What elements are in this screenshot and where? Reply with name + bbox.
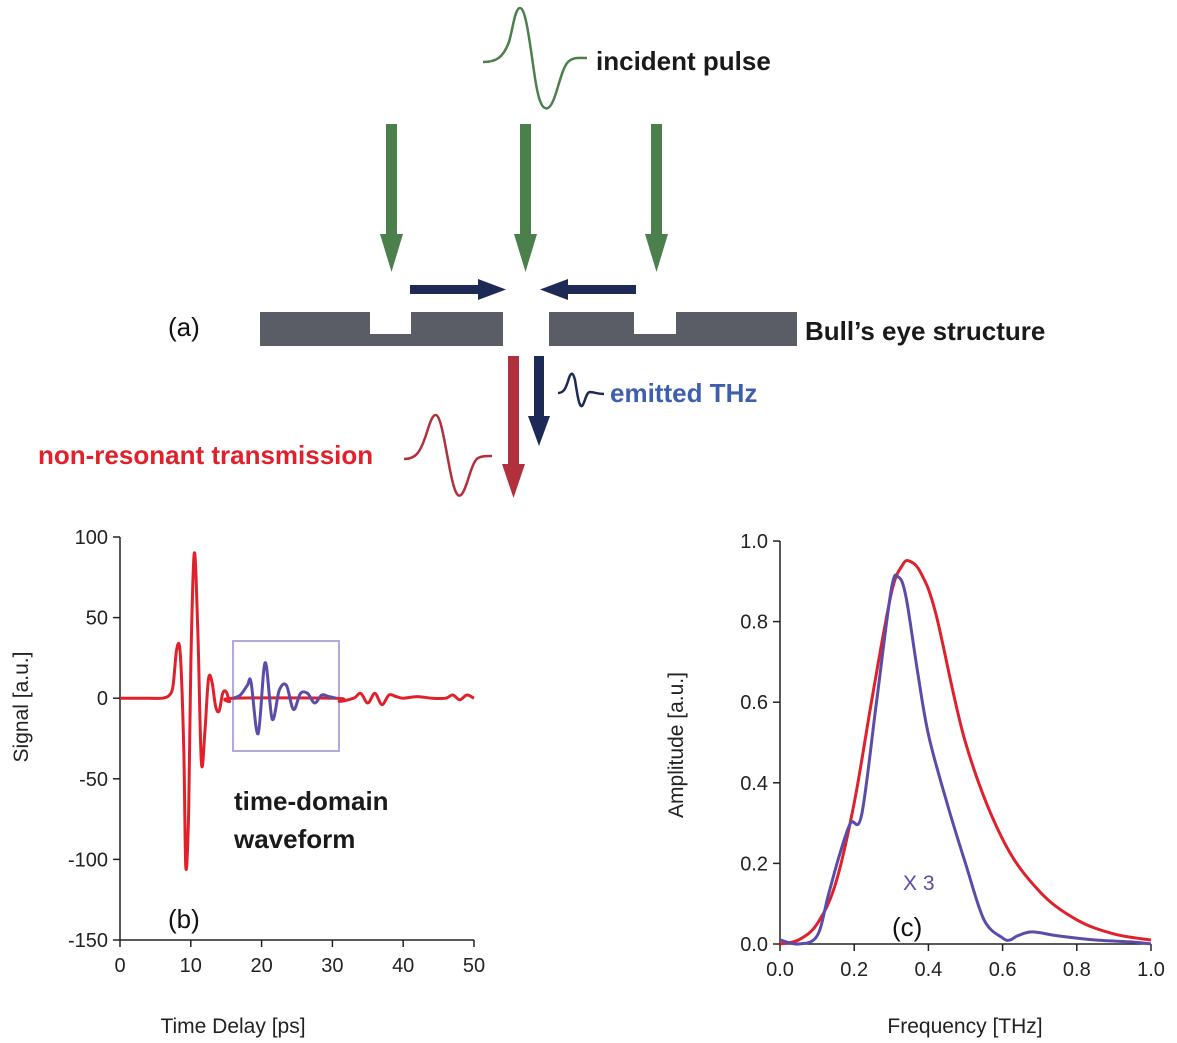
- b-axes: [119, 537, 474, 941]
- c-series-label-x3: X 3: [903, 872, 935, 895]
- b-series-line-1: [232, 661, 337, 736]
- c-y-tick-label: 0.0: [740, 934, 768, 956]
- b-x-tick-label: 50: [463, 955, 485, 977]
- nonresonant-arrow: [502, 356, 525, 498]
- b-y-tick-label: -50: [79, 769, 108, 791]
- b-series-line-0: [120, 551, 475, 871]
- c-x-tick-label: 0.6: [989, 959, 1017, 981]
- c-y-tick-label: 0.2: [740, 853, 768, 875]
- panel-label-b: (b): [168, 904, 200, 934]
- b-series: [120, 551, 475, 871]
- c-y-tick-label: 0.6: [740, 692, 768, 714]
- b-y-tick-label: 0: [97, 688, 108, 710]
- b-x-ticks: 0 10 20 30 40 50: [114, 940, 485, 977]
- c-y-axis-label: Amplitude [a.u.]: [665, 672, 688, 818]
- bulls-eye-structure: [260, 312, 797, 346]
- nonresonant-wave: [403, 413, 493, 497]
- incident-arrows: [380, 124, 668, 272]
- c-x-ticks: 0.0 0.2 0.4 0.6 0.8 1.0: [766, 944, 1165, 981]
- emitted-arrow: [528, 356, 550, 446]
- b-y-tick-label: -100: [68, 849, 108, 871]
- b-highlight-box: [232, 640, 340, 752]
- b-x-tick-label: 10: [180, 955, 202, 977]
- b-x-axis-label: Time Delay [ps]: [160, 1015, 305, 1038]
- c-y-tick-label: 1.0: [740, 531, 768, 553]
- c-series-line-1: [779, 573, 1152, 946]
- c-x-tick-label: 0.2: [840, 959, 868, 981]
- c-x-tick-label: 0.8: [1063, 959, 1091, 981]
- structure-label: Bull’s eye structure: [805, 316, 1045, 346]
- b-y-tick-label: 100: [75, 527, 108, 549]
- schematic: incident pulse (a) Bull’s eye structure: [38, 6, 1045, 498]
- emitted-wave: [557, 372, 605, 408]
- c-x-axis-label: Frequency [THz]: [887, 1015, 1042, 1038]
- b-y-tick-label: -150: [68, 930, 108, 952]
- b-y-ticks: 100 50 0 -50 -100 -150: [68, 527, 120, 952]
- surface-wave-arrows: [410, 279, 636, 300]
- panel-label-c: (c): [892, 912, 922, 942]
- c-y-ticks: 1.0 0.8 0.6 0.4 0.2 0.0: [740, 531, 780, 956]
- c-x-tick-label: 0.0: [766, 959, 794, 981]
- b-y-tick-label: 50: [86, 608, 108, 630]
- c-axes: [779, 541, 1151, 945]
- c-y-tick-label: 0.8: [740, 612, 768, 634]
- incident-pulse-label: incident pulse: [596, 46, 771, 76]
- b-x-tick-label: 30: [321, 955, 343, 977]
- c-series: [779, 558, 1152, 946]
- emitted-label: emitted THz: [610, 378, 757, 408]
- incident-pulse-wave: [482, 6, 588, 110]
- nonresonant-label: non-resonant transmission: [38, 440, 373, 470]
- b-annotation-line1: time-domain: [234, 786, 389, 816]
- panel-label-a: (a): [168, 312, 200, 342]
- b-annotation-line2: waveform: [233, 824, 355, 854]
- c-y-tick-label: 0.4: [740, 773, 768, 795]
- c-series-line-0: [779, 558, 1152, 946]
- chart-time-domain: 100 50 0 -50 -100 -150 0 10 20 30 40 50 Time Delay…: [10, 527, 485, 1038]
- b-x-tick-label: 40: [392, 955, 414, 977]
- c-x-tick-label: 0.4: [914, 959, 942, 981]
- b-x-tick-label: 20: [250, 955, 272, 977]
- c-x-tick-label: 1.0: [1137, 959, 1165, 981]
- b-x-tick-label: 0: [114, 955, 125, 977]
- chart-spectrum: 1.0 0.8 0.6 0.4 0.2 0.0 0.0 0.2 0.4 0.6 0.8 1.0 Fr…: [665, 531, 1165, 1038]
- b-y-axis-label: Signal [a.u.]: [10, 652, 33, 763]
